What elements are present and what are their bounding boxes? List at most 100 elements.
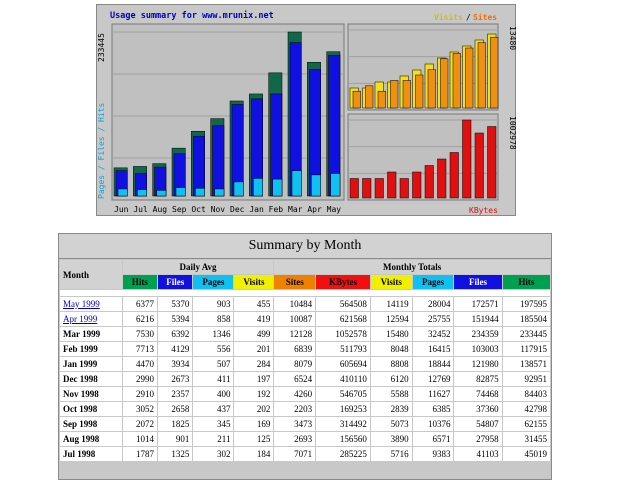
value-cell: 6392 [158,327,193,341]
value-cell: 8048 [370,342,412,356]
table-row: Jul 1998 1787 1325 302 184 7071 285225 5716 9383… [60,447,550,461]
value-cell: 41103 [454,447,502,461]
column-header-hits: Hits [502,275,550,289]
value-cell: 6571 [412,432,454,446]
table-row: May 1999 6377 5370 903 455 10484 564508 14119 28… [60,297,550,311]
month-link[interactable]: May 1999 [63,299,100,309]
value-cell: 556 [193,342,234,356]
bar-pages [233,181,244,197]
value-cell: 284 [234,357,274,371]
bar-pages [253,178,263,197]
value-cell: 511793 [316,342,370,356]
value-cell: 5394 [158,312,193,326]
bar-kbytes [437,158,447,199]
value-cell: 121980 [454,357,502,371]
x-tick-label: Aug [153,205,168,214]
x-tick-label: Apr [307,205,322,214]
value-cell: 437 [193,402,234,416]
value-cell: 12128 [274,327,316,341]
bar-sites [427,69,436,109]
usage-chart-svg: Usage summary for www.mrunix.net Visits / S… [95,3,517,217]
chart-title: Usage summary for www.mrunix.net [110,10,274,21]
bar-kbytes [449,152,459,199]
value-cell: 5716 [370,447,412,461]
value-cell: 125 [234,432,274,446]
bar-kbytes [399,178,409,199]
bar-pages [156,190,167,197]
value-cell: 564508 [316,297,370,311]
bar-kbytes [374,178,384,199]
value-cell: 3890 [370,432,412,446]
value-cell: 92951 [502,372,550,386]
value-cell: 10087 [274,312,316,326]
value-cell: 14119 [370,297,412,311]
bar-pages [330,173,341,197]
value-cell: 7071 [274,447,316,461]
value-cell: 345 [193,417,234,431]
value-cell: 3473 [274,417,316,431]
value-cell: 25755 [412,312,454,326]
value-cell: 172571 [454,297,502,311]
value-cell: 12769 [412,372,454,386]
bar-kbytes [424,165,434,199]
value-cell: 400 [193,387,234,401]
bar-sites [477,42,486,109]
value-cell: 192 [234,387,274,401]
bar-kbytes [362,178,372,199]
value-cell: 54807 [454,417,502,431]
table-row: Apr 1999 6216 5394 858 419 10087 621568 12594 25… [60,312,550,326]
month-cell: Jan 1999 [60,357,122,371]
value-cell: 117915 [502,342,550,356]
value-cell: 2990 [122,372,158,386]
x-tick-label: Jun [114,205,129,214]
value-cell: 12594 [370,312,412,326]
daily-avg-header: Daily Avg [122,260,274,274]
month-cell[interactable]: Apr 1999 [60,312,122,326]
bar-sites [402,80,411,109]
month-link[interactable]: Apr 1999 [63,314,98,324]
value-cell: 169253 [316,402,370,416]
month-cell: Oct 1998 [60,402,122,416]
bar-sites [352,90,361,109]
value-cell: 138571 [502,357,550,371]
value-cell: 2910 [122,387,158,401]
column-header-visits: Visits [370,275,412,289]
bar-kbytes [474,132,484,199]
table-row: Oct 1998 3052 2658 437 202 2203 169253 2839 6385… [60,402,550,416]
value-cell: 233445 [502,327,550,341]
table-row: Jan 1999 4470 3934 507 284 8079 605694 8808 1884… [60,357,550,371]
plot-area-0 [111,23,345,201]
value-cell: 507 [193,357,234,371]
value-cell: 3934 [158,357,193,371]
column-header-pages: Pages [193,275,234,289]
column-header-files: Files [454,275,502,289]
bar-pages [195,188,205,197]
value-cell: 2203 [274,402,316,416]
value-cell: 6377 [122,297,158,311]
summary-title: Summary by Month [59,234,551,259]
value-cell: 234359 [454,327,502,341]
x-tick-label: Jan [249,205,264,214]
bar-sites [465,47,474,109]
value-cell: 621568 [316,312,370,326]
value-cell: 546705 [316,387,370,401]
value-cell: 211 [193,432,234,446]
value-cell: 6120 [370,372,412,386]
value-cell: 5073 [370,417,412,431]
table-row: Sep 1998 2072 1825 345 169 3473 314492 5073 1037… [60,417,550,431]
value-cell: 6839 [274,342,316,356]
column-header-kbytes: KBytes [316,275,370,289]
column-header-row: Hits Files Pages Visits Sites KBytes Visits Pag… [60,275,550,289]
value-cell: 10376 [412,417,454,431]
table-row: Feb 1999 7713 4129 556 201 6839 511793 8048 1641… [60,342,550,356]
value-cell: 31455 [502,432,550,446]
summary-by-month: Summary by Month Month Daily Avg Monthly… [58,233,552,480]
x-tick-label: Jul [133,205,148,214]
value-cell: 285225 [316,447,370,461]
month-cell: Mar 1999 [60,327,122,341]
value-cell: 9383 [412,447,454,461]
monthly-totals-header: Monthly Totals [274,260,550,274]
usage-chart: Usage summary for www.mrunix.net Visits / S… [95,3,517,217]
month-cell[interactable]: May 1999 [60,297,122,311]
x-tick-label: Feb [269,205,284,214]
